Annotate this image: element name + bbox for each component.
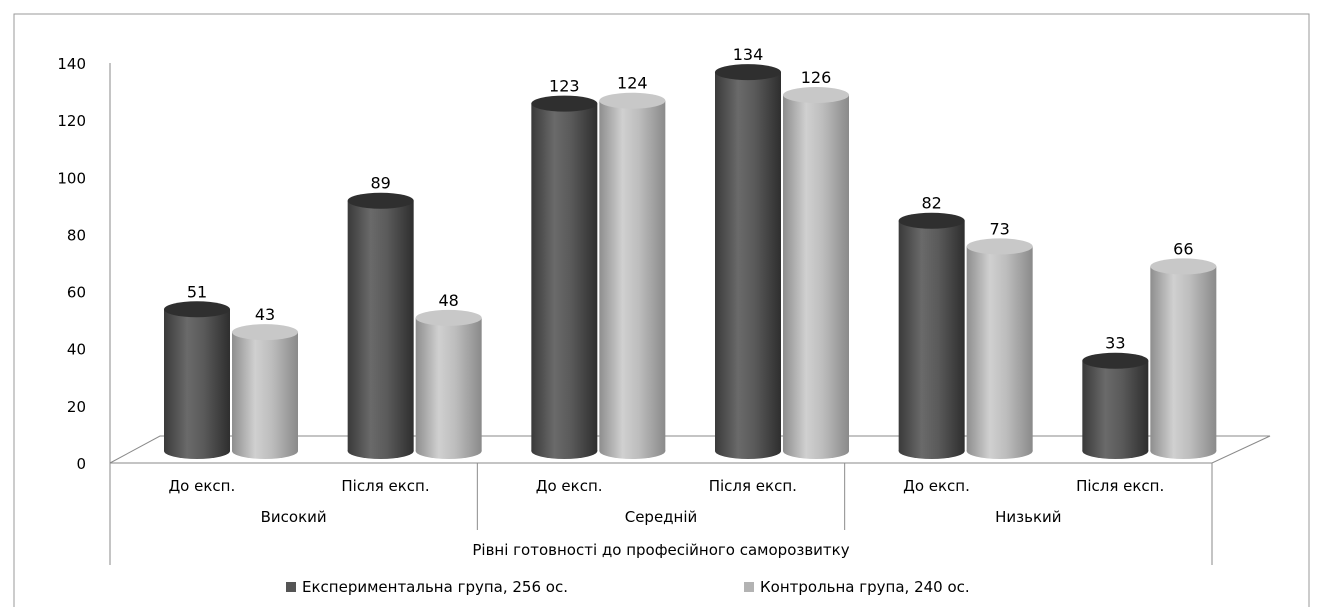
- bar-body: [1082, 360, 1149, 451]
- bar: [415, 309, 482, 459]
- y-tick-label: 100: [57, 169, 86, 187]
- x-tick-label: До експ.: [903, 477, 970, 495]
- bar: [232, 324, 298, 459]
- bar-base: [715, 443, 781, 459]
- legend-swatch: [744, 582, 754, 592]
- bar-top: [1150, 258, 1217, 275]
- bar: [1150, 258, 1217, 459]
- bar-body: [715, 72, 781, 452]
- bar-base: [531, 443, 598, 459]
- y-tick-label: 40: [67, 341, 86, 359]
- y-tick-label: 60: [67, 284, 86, 302]
- bar-base: [599, 443, 666, 459]
- bar-top: [783, 87, 849, 103]
- bar-body: [531, 103, 598, 452]
- bar: [347, 192, 414, 459]
- x-tick-label: До експ.: [536, 477, 603, 495]
- x-tick-label: Після експ.: [341, 477, 429, 495]
- bar: [531, 95, 598, 459]
- bar-base: [415, 443, 482, 459]
- data-label: 126: [801, 68, 832, 87]
- data-label: 134: [733, 45, 764, 64]
- group-label: Низький: [995, 508, 1061, 526]
- bar: [599, 92, 666, 459]
- bar-base: [232, 443, 298, 459]
- y-tick-label: 20: [67, 398, 86, 416]
- bar-top: [599, 92, 666, 109]
- bar: [898, 212, 965, 459]
- bar-top: [531, 95, 598, 112]
- bar-base: [966, 443, 1033, 459]
- bar-body: [164, 309, 230, 451]
- bar-base: [347, 443, 414, 459]
- bar: [715, 64, 781, 459]
- bar-body: [898, 220, 965, 451]
- bar-top: [232, 324, 298, 341]
- bar-body: [783, 95, 849, 451]
- x-tick-label: Після експ.: [1076, 477, 1164, 495]
- data-label: 73: [989, 219, 1009, 238]
- legend-entry: Експериментальна група, 256 ос.: [302, 578, 568, 596]
- bar: [966, 238, 1033, 459]
- bar-top: [1082, 352, 1149, 369]
- y-tick-label: 140: [57, 55, 86, 73]
- bar: [1082, 352, 1149, 459]
- bar-body: [232, 332, 298, 451]
- bar-top: [898, 212, 965, 229]
- bar-body: [1150, 266, 1217, 451]
- y-tick-label: 120: [57, 112, 86, 130]
- bar-base: [1082, 443, 1149, 459]
- bar-base: [898, 443, 965, 459]
- x-axis-title: Рівні готовності до професійного самороз…: [472, 541, 849, 559]
- bar-body: [966, 246, 1033, 451]
- bar-top: [715, 64, 781, 81]
- data-label: 66: [1173, 239, 1193, 258]
- x-tick-label: Після експ.: [709, 477, 797, 495]
- group-label: Високий: [261, 508, 327, 526]
- bar-top: [347, 192, 414, 209]
- bar-body: [347, 200, 414, 451]
- group-label: Середній: [625, 508, 698, 526]
- data-label: 124: [617, 74, 648, 93]
- x-tick-label: До експ.: [168, 477, 235, 495]
- bar-base: [783, 443, 849, 459]
- data-label: 89: [370, 174, 390, 193]
- data-label: 48: [438, 291, 458, 310]
- bar-top: [966, 238, 1033, 255]
- legend-swatch: [286, 582, 296, 592]
- bar-top: [164, 301, 230, 318]
- bar-body: [599, 100, 666, 451]
- bar-base: [164, 443, 230, 459]
- data-label: 33: [1105, 334, 1125, 353]
- y-tick-label: 80: [67, 226, 86, 244]
- bar: [164, 301, 230, 459]
- data-label: 51: [187, 282, 207, 301]
- legend-entry: Контрольна група, 240 ос.: [760, 578, 970, 596]
- data-label: 43: [255, 305, 275, 324]
- bar-base: [1150, 443, 1217, 459]
- bar-body: [415, 317, 482, 451]
- bar-top: [415, 309, 482, 326]
- data-label: 123: [549, 77, 580, 96]
- bar: [783, 87, 849, 459]
- data-label: 82: [921, 194, 941, 213]
- y-tick-label: 0: [76, 455, 86, 473]
